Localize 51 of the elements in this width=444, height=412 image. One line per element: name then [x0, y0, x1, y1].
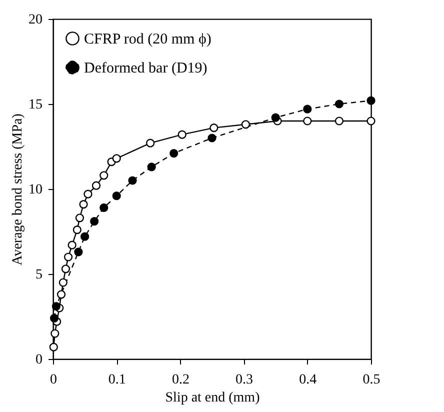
point	[64, 252, 73, 262]
point	[334, 100, 344, 108]
y-tick-label: 5	[36, 268, 42, 282]
point	[147, 162, 156, 172]
y-tick-label: 10	[28, 182, 42, 198]
point	[271, 113, 280, 122]
x-tick-label: 0.5	[362, 372, 380, 388]
point	[112, 192, 121, 200]
point	[74, 248, 83, 256]
point	[100, 203, 108, 212]
y-axis-title: Average bond stress (MPa)	[10, 113, 26, 266]
x-tick-label: 0.2	[172, 372, 190, 388]
point	[241, 120, 250, 129]
y-tick-label: 15	[28, 98, 42, 112]
legend-label: CFRP rod (20 mm ϕ)	[84, 32, 212, 48]
point	[56, 290, 66, 299]
point	[92, 181, 101, 190]
point	[49, 342, 58, 352]
point	[112, 154, 121, 163]
point	[84, 190, 92, 198]
x-tick-label: 0.1	[108, 372, 126, 388]
point	[90, 217, 99, 226]
point	[58, 278, 68, 287]
point	[72, 226, 82, 234]
y-tick-label: 20	[28, 12, 42, 28]
point	[100, 171, 108, 180]
x-axis-title: Slip at end (mm)	[165, 390, 260, 406]
point	[303, 116, 312, 126]
legend-label: Deformed bar (D19)	[84, 60, 208, 76]
point	[52, 302, 60, 311]
point	[366, 96, 376, 105]
point	[80, 232, 90, 241]
x-tick-label: 0.3	[236, 372, 254, 388]
point	[128, 176, 137, 185]
point	[366, 116, 376, 126]
x-tick-label: 0	[50, 372, 57, 388]
x-tick-label: 0.4	[299, 372, 317, 388]
point	[50, 329, 60, 338]
y-tick-label: 0	[36, 352, 42, 368]
point	[68, 240, 76, 250]
point	[210, 124, 218, 132]
point	[334, 116, 344, 126]
point	[170, 149, 178, 158]
point	[61, 264, 70, 274]
point	[208, 134, 216, 142]
point	[178, 130, 186, 139]
point	[303, 104, 312, 114]
point	[75, 214, 84, 222]
point	[79, 200, 88, 209]
point	[50, 314, 59, 322]
point	[146, 138, 155, 148]
